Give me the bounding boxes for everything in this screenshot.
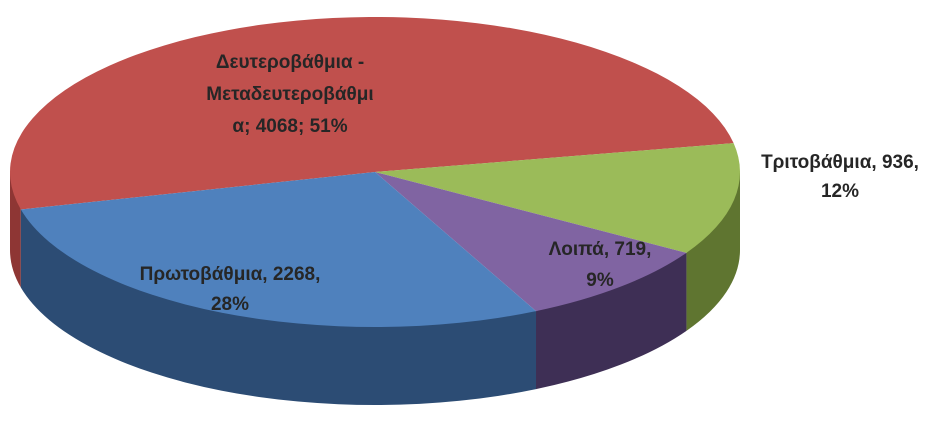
data-label: Μεταδευτεροβάθμι [206,84,373,105]
data-label: Λοιπά, 719, [549,239,652,260]
data-label: Πρωτοβάθμια, 2268, [140,264,321,285]
data-label: 9% [586,270,614,291]
slice-side [536,252,687,390]
slice [20,172,537,327]
data-label: Τριτοβάθμια, 936, [761,152,919,173]
data-label: Δευτεροβάθμια - [216,52,364,73]
slice [375,143,740,253]
slice [375,172,687,312]
data-label: 12% [821,181,859,202]
data-label: α; 4068; 51% [232,116,347,137]
data-label: 28% [211,294,249,315]
slice [10,17,734,210]
